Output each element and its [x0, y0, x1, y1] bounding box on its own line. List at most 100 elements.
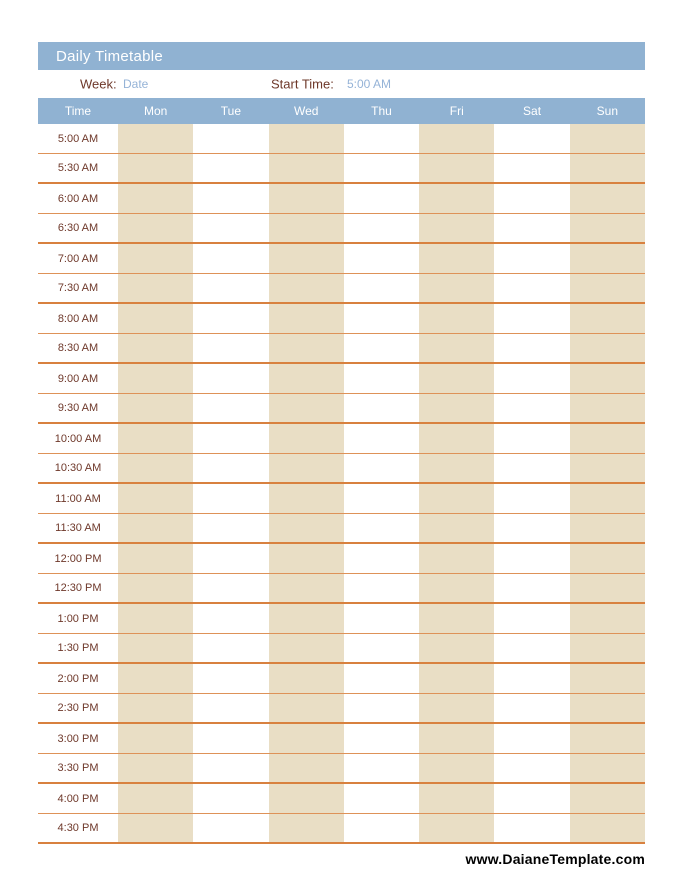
slot-thu[interactable] — [343, 814, 420, 842]
slot-sun[interactable] — [569, 664, 645, 693]
slot-fri[interactable] — [419, 514, 495, 542]
slot-fri[interactable] — [419, 664, 495, 693]
slot-mon[interactable] — [118, 154, 194, 182]
slot-sat[interactable] — [494, 634, 570, 662]
slot-fri[interactable] — [419, 634, 495, 662]
slot-tue[interactable] — [193, 334, 269, 362]
slot-tue[interactable] — [193, 784, 269, 813]
slot-sat[interactable] — [494, 244, 570, 273]
slot-thu[interactable] — [343, 544, 420, 573]
slot-sat[interactable] — [494, 364, 570, 393]
slot-tue[interactable] — [193, 124, 269, 153]
slot-sat[interactable] — [494, 154, 570, 182]
slot-sun[interactable] — [569, 424, 645, 453]
slot-sun[interactable] — [569, 244, 645, 273]
slot-mon[interactable] — [118, 454, 194, 482]
slot-sat[interactable] — [494, 724, 570, 753]
slot-fri[interactable] — [419, 784, 495, 813]
slot-fri[interactable] — [419, 364, 495, 393]
slot-sun[interactable] — [569, 514, 645, 542]
slot-mon[interactable] — [118, 244, 194, 273]
slot-mon[interactable] — [118, 724, 194, 753]
slot-tue[interactable] — [193, 394, 269, 422]
slot-thu[interactable] — [343, 694, 420, 722]
slot-thu[interactable] — [343, 214, 420, 242]
slot-sat[interactable] — [494, 334, 570, 362]
slot-sun[interactable] — [569, 124, 645, 153]
slot-mon[interactable] — [118, 784, 194, 813]
slot-wed[interactable] — [268, 784, 344, 813]
slot-sun[interactable] — [569, 724, 645, 753]
slot-sat[interactable] — [494, 454, 570, 482]
slot-sun[interactable] — [569, 304, 645, 333]
slot-sun[interactable] — [569, 334, 645, 362]
slot-thu[interactable] — [343, 424, 420, 453]
slot-tue[interactable] — [193, 814, 269, 842]
slot-mon[interactable] — [118, 544, 194, 573]
slot-tue[interactable] — [193, 574, 269, 602]
slot-sat[interactable] — [494, 544, 570, 573]
slot-sat[interactable] — [494, 184, 570, 213]
slot-tue[interactable] — [193, 724, 269, 753]
slot-tue[interactable] — [193, 274, 269, 302]
slot-wed[interactable] — [268, 694, 344, 722]
slot-wed[interactable] — [268, 154, 344, 182]
slot-sat[interactable] — [494, 214, 570, 242]
slot-thu[interactable] — [343, 604, 420, 633]
slot-mon[interactable] — [118, 184, 194, 213]
slot-sat[interactable] — [494, 484, 570, 513]
start-time-field[interactable]: 5:00 AM — [347, 77, 392, 91]
slot-fri[interactable] — [419, 184, 495, 213]
slot-thu[interactable] — [343, 334, 420, 362]
slot-wed[interactable] — [268, 364, 344, 393]
slot-mon[interactable] — [118, 664, 194, 693]
slot-sun[interactable] — [569, 184, 645, 213]
slot-mon[interactable] — [118, 604, 194, 633]
slot-sat[interactable] — [494, 304, 570, 333]
slot-tue[interactable] — [193, 664, 269, 693]
slot-wed[interactable] — [268, 634, 344, 662]
slot-wed[interactable] — [268, 814, 344, 842]
slot-wed[interactable] — [268, 424, 344, 453]
slot-mon[interactable] — [118, 484, 194, 513]
slot-fri[interactable] — [419, 304, 495, 333]
slot-wed[interactable] — [268, 724, 344, 753]
slot-mon[interactable] — [118, 334, 194, 362]
slot-tue[interactable] — [193, 634, 269, 662]
slot-fri[interactable] — [419, 454, 495, 482]
slot-sun[interactable] — [569, 574, 645, 602]
slot-fri[interactable] — [419, 424, 495, 453]
slot-tue[interactable] — [193, 214, 269, 242]
slot-tue[interactable] — [193, 694, 269, 722]
slot-thu[interactable] — [343, 634, 420, 662]
slot-sun[interactable] — [569, 634, 645, 662]
slot-fri[interactable] — [419, 814, 495, 842]
slot-tue[interactable] — [193, 754, 269, 782]
slot-fri[interactable] — [419, 244, 495, 273]
slot-sat[interactable] — [494, 274, 570, 302]
slot-sun[interactable] — [569, 454, 645, 482]
slot-thu[interactable] — [343, 454, 420, 482]
slot-wed[interactable] — [268, 484, 344, 513]
slot-sun[interactable] — [569, 814, 645, 842]
slot-mon[interactable] — [118, 304, 194, 333]
slot-mon[interactable] — [118, 694, 194, 722]
slot-wed[interactable] — [268, 754, 344, 782]
week-date-field[interactable]: Date — [123, 77, 149, 91]
slot-sun[interactable] — [569, 544, 645, 573]
slot-sat[interactable] — [494, 694, 570, 722]
slot-wed[interactable] — [268, 214, 344, 242]
slot-sun[interactable] — [569, 154, 645, 182]
slot-mon[interactable] — [118, 394, 194, 422]
slot-wed[interactable] — [268, 514, 344, 542]
slot-sun[interactable] — [569, 754, 645, 782]
slot-thu[interactable] — [343, 184, 420, 213]
slot-tue[interactable] — [193, 484, 269, 513]
slot-fri[interactable] — [419, 604, 495, 633]
slot-sat[interactable] — [494, 514, 570, 542]
slot-wed[interactable] — [268, 394, 344, 422]
slot-thu[interactable] — [343, 484, 420, 513]
slot-sun[interactable] — [569, 604, 645, 633]
slot-thu[interactable] — [343, 304, 420, 333]
slot-sat[interactable] — [494, 784, 570, 813]
